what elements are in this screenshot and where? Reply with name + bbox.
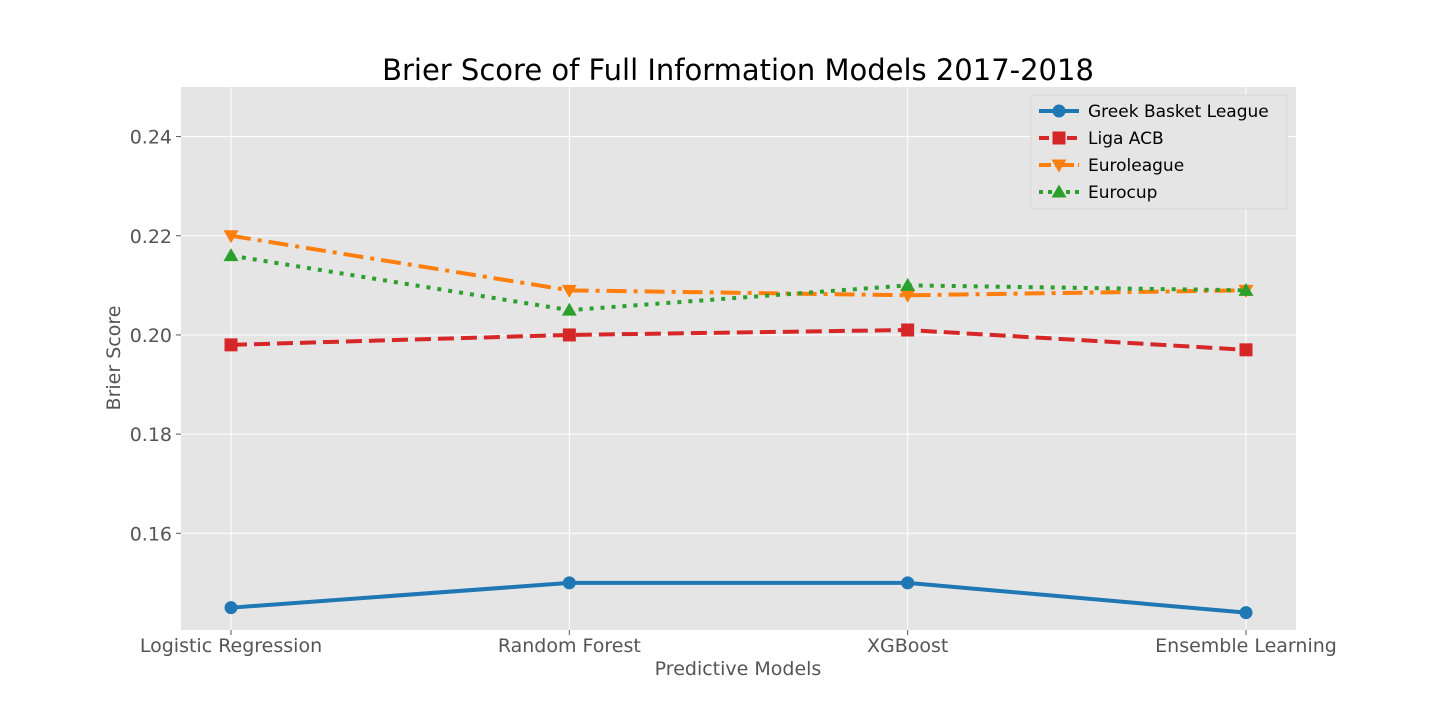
- data-point: [1239, 606, 1253, 620]
- x-tick-label: Logistic Regression: [140, 635, 322, 657]
- y-tick-label: 0.24: [130, 127, 172, 149]
- legend-item: Eurocup: [1039, 183, 1157, 203]
- legend-frame: [1030, 94, 1288, 210]
- series-3: [223, 248, 1254, 316]
- legend-item: Liga ACB: [1039, 129, 1164, 149]
- chart-title: Brier Score of Full Information Models 2…: [382, 53, 1094, 87]
- data-point: [223, 230, 239, 244]
- y-tick-label: 0.22: [130, 226, 172, 248]
- x-tick-label: Ensemble Learning: [1155, 635, 1337, 657]
- y-tick-label: 0.18: [130, 424, 172, 446]
- series-line: [230, 233, 1247, 298]
- legend-item: Greek Basket League: [1039, 102, 1269, 122]
- x-tick-label: XGBoost: [867, 635, 948, 657]
- legend-marker: [1052, 104, 1066, 118]
- data-point: [900, 289, 916, 303]
- series-0: [224, 576, 1253, 620]
- legend-item: Euroleague: [1039, 156, 1184, 176]
- series-1: [224, 323, 1253, 357]
- data-point: [561, 284, 577, 298]
- data-point: [562, 576, 576, 590]
- data-point: [901, 323, 915, 337]
- x-tick-label: Random Forest: [498, 635, 641, 657]
- x-axis-label: Predictive Models: [655, 658, 822, 680]
- legend-label: Eurocup: [1088, 183, 1157, 203]
- legend-marker: [1052, 131, 1066, 145]
- legend-label: Liga ACB: [1088, 129, 1164, 149]
- y-tick-label: 0.20: [130, 325, 172, 347]
- data-point: [224, 601, 238, 615]
- data-point: [901, 576, 915, 590]
- data-point: [223, 248, 239, 262]
- legend-label: Euroleague: [1088, 156, 1184, 176]
- x-axis: Logistic Regression Random Forest XGBoost E…: [140, 630, 1337, 657]
- y-axis-label: Brier Score: [103, 306, 125, 411]
- data-point: [1239, 343, 1253, 357]
- y-axis: 0.16 0.18 0.20 0.22 0.24: [130, 127, 181, 545]
- series-2: [223, 230, 1254, 303]
- series-group: [223, 230, 1254, 620]
- data-point: [1238, 282, 1254, 296]
- series-line: [230, 580, 1247, 615]
- data-point: [562, 328, 576, 342]
- data-point: [900, 277, 916, 291]
- data-point: [561, 302, 577, 316]
- y-tick-label: 0.16: [130, 523, 172, 545]
- legend-marker: [1051, 159, 1067, 173]
- legend-label: Greek Basket League: [1088, 102, 1269, 122]
- series-line: [230, 327, 1247, 352]
- legend-marker: [1051, 184, 1067, 198]
- legend: Greek Basket League Liga ACB Euroleague Eur…: [1030, 94, 1288, 210]
- data-point: [224, 338, 238, 352]
